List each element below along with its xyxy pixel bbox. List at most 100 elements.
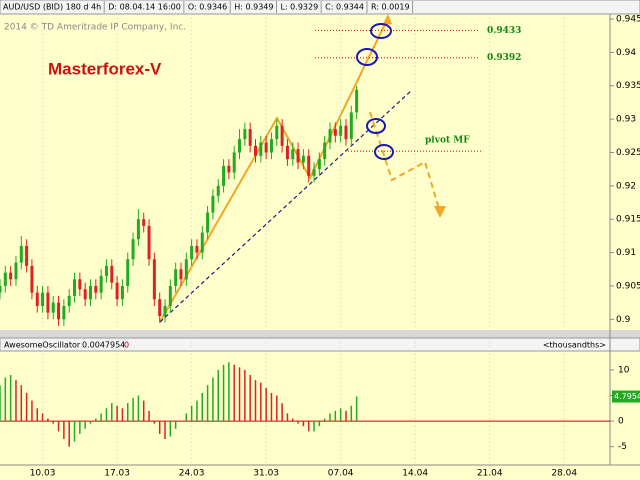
candle-body — [238, 139, 242, 153]
candle-body — [269, 139, 273, 153]
header-item: D: 08.04.14 16:00 — [108, 3, 181, 12]
candle-body — [120, 285, 124, 300]
y-tick-label: 0.9 — [616, 315, 631, 325]
wave-line — [159, 17, 389, 323]
level-label: 0.9392 — [487, 53, 521, 63]
candle-body — [344, 125, 348, 140]
candle-body — [51, 302, 55, 313]
candle-body — [285, 145, 289, 160]
osc-flag: 0 — [124, 341, 129, 350]
last-value-box — [612, 390, 640, 403]
osc-name: AwesomeOscillator — [4, 341, 81, 350]
candle-body — [94, 285, 98, 293]
candle-body — [222, 165, 226, 186]
circle — [374, 144, 394, 160]
candle-body — [115, 282, 119, 300]
candle-body — [349, 112, 353, 140]
candle-body — [35, 292, 39, 306]
candle-body — [248, 129, 252, 146]
circle — [356, 48, 378, 66]
candle-body — [307, 155, 311, 176]
y-tick-label: 0.93 — [616, 115, 636, 125]
candle-body — [41, 292, 45, 306]
candle-body — [99, 275, 103, 293]
x-tick-label: 10.03 — [30, 469, 56, 479]
candle-body — [253, 145, 257, 156]
candle-body — [131, 239, 135, 260]
candle-body — [179, 269, 183, 280]
candle-body — [227, 165, 231, 173]
circle — [370, 23, 392, 39]
candle-body — [195, 245, 199, 253]
candle-body — [190, 245, 194, 260]
candle-body — [62, 305, 66, 320]
candle-body — [126, 259, 130, 286]
candle-body — [57, 302, 61, 320]
y-tick-label: 0.915 — [616, 215, 640, 225]
copyright: 2014 © TD Ameritrade IP Company, Inc. — [4, 23, 186, 33]
candle-body — [88, 285, 92, 300]
candle-body — [104, 265, 108, 276]
candle-body — [264, 142, 268, 153]
header-item: H: 0.9349 — [234, 3, 273, 12]
y-tick-label: 0.945 — [616, 15, 640, 25]
candle-body — [19, 245, 23, 263]
osc-reading: 0.0047954 — [82, 341, 125, 350]
x-tick-label: 24.03 — [179, 469, 205, 479]
candle-body — [243, 129, 247, 140]
candle-body — [168, 285, 172, 306]
arrow-head — [382, 14, 392, 26]
candle-body — [78, 279, 82, 290]
last-value-label: 4.7954 — [614, 392, 640, 401]
candle-body — [163, 305, 167, 316]
candle-body — [46, 292, 50, 313]
x-tick-label: 17.03 — [104, 469, 130, 479]
y-tick-label: 0.91 — [616, 248, 636, 258]
candle-body — [147, 225, 151, 260]
candle-body — [301, 155, 305, 163]
candle-body — [184, 259, 188, 280]
candle-body — [333, 129, 337, 136]
candle-body — [317, 159, 321, 170]
header-item: C: 0.9344 — [325, 3, 364, 12]
y-tick-label: 0.905 — [616, 281, 640, 291]
candle-body — [73, 279, 77, 296]
drawings — [159, 14, 446, 323]
header-item: L: 0.9329 — [280, 3, 318, 12]
y-tick-label: 0.94 — [616, 48, 636, 58]
candle-body — [152, 259, 156, 300]
arrow-head — [434, 206, 446, 218]
header-item: AUD/USD (BID) 180 d 4h — [3, 3, 101, 12]
circle — [366, 118, 386, 134]
candle-body — [9, 272, 13, 280]
candle-body — [232, 152, 236, 173]
y-tick-label: 0.92 — [616, 181, 636, 191]
osc-units: <thousandths> — [543, 341, 606, 350]
candle-body — [0, 285, 2, 293]
candle-body — [355, 89, 359, 113]
candle-body — [200, 232, 204, 253]
candle-body — [158, 299, 162, 316]
y-tick-label: 10 — [618, 365, 630, 375]
header-bar — [0, 0, 640, 15]
y-tick-label: -5 — [618, 442, 627, 452]
candle-body — [110, 265, 114, 283]
candle-body — [83, 289, 87, 300]
candle-body — [328, 129, 332, 143]
x-tick-label: 28.04 — [551, 469, 577, 479]
candle-body — [323, 142, 327, 160]
x-tick-label: 31.03 — [253, 469, 279, 479]
candle-body — [206, 212, 210, 233]
trend-line — [159, 89, 413, 323]
x-tick-label: 07.04 — [328, 469, 354, 479]
candle-body — [14, 262, 18, 280]
candle-body — [339, 125, 343, 136]
candle-body — [312, 169, 316, 176]
candle-body — [296, 149, 300, 163]
pivot-label: pivot MF — [425, 136, 470, 146]
x-tick-label: 21.04 — [477, 469, 503, 479]
candle-body — [216, 185, 220, 196]
candle-body — [211, 195, 215, 213]
